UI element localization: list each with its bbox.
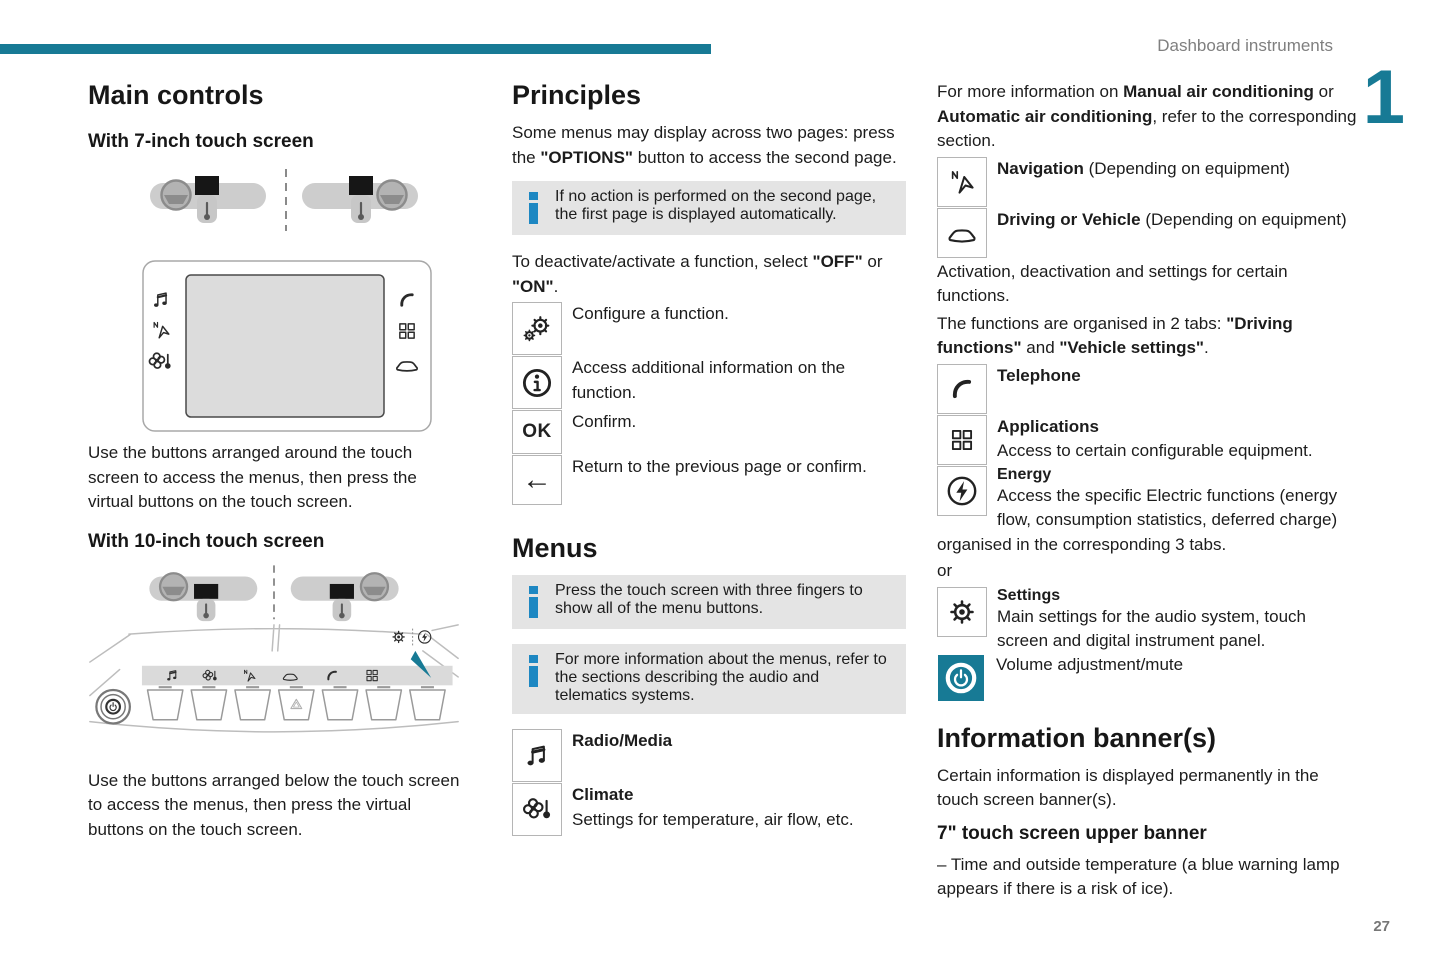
radio-media-icon <box>512 729 562 782</box>
chapter-number: 1 <box>1362 55 1405 140</box>
subsection-10inch: With 10-inch touch screen <box>88 530 325 552</box>
energy-icon <box>937 465 987 516</box>
navigation-icon <box>937 156 987 207</box>
row-energy: Energy Access the specific Electric func… <box>937 465 1361 588</box>
info-i-icon <box>529 655 538 687</box>
figure-10inch-diagram <box>89 564 459 733</box>
para-principles: Some menus may display across two pages:… <box>512 123 897 167</box>
climate-icon <box>512 783 562 836</box>
section-title-main-controls: Main controls <box>88 80 264 110</box>
row-volume: Volume adjustment/mute <box>937 653 1361 703</box>
para-time-temp: – Time and outside temperature (a blue w… <box>937 854 1340 899</box>
para-7inch: Use the buttons arranged around the touc… <box>88 443 417 511</box>
row-return: ← Return to the previous page or confirm… <box>512 455 906 507</box>
row-telephone: Telephone <box>937 363 1361 416</box>
row-driving-vehicle: Driving or Vehicle (Depending on equipme… <box>937 207 1361 260</box>
column-main-controls: Main controls With 7-inch touch screen <box>88 80 460 845</box>
figure-7inch-diagram <box>142 169 432 432</box>
section-title-information-banners: Information banner(s) <box>937 722 1217 753</box>
info-box-three-fingers: Press the touch screen with three finger… <box>512 575 906 629</box>
row-climate: Climate Settings for temperature, air fl… <box>512 783 906 838</box>
info-box-text: If no action is performed on the second … <box>555 188 877 223</box>
information-icon <box>512 356 562 409</box>
ok-button-icon: OK <box>512 410 562 454</box>
page-number: 27 <box>1373 918 1390 935</box>
settings-gear-icon <box>937 586 987 637</box>
para-deactivate: To deactivate/activate a function, selec… <box>512 252 883 296</box>
running-header: Dashboard instruments <box>1157 36 1333 55</box>
para-activation: Activation, deactivation and settings fo… <box>937 261 1288 306</box>
telephone-icon <box>937 363 987 414</box>
column-menus-detail: For more information on Manual air condi… <box>937 80 1361 905</box>
vehicle-icon <box>937 207 987 258</box>
configure-gears-icon <box>512 302 562 355</box>
row-information: Access additional information on the fun… <box>512 356 906 411</box>
para-banner-info: Certain information is displayed permane… <box>937 765 1319 810</box>
para-10inch: Use the buttons arranged below the touch… <box>88 770 460 839</box>
info-box-text: Press the touch screen with three finger… <box>555 582 863 617</box>
info-box-text: For more information about the menus, re… <box>555 651 887 704</box>
info-i-icon <box>529 192 538 224</box>
subsection-7inch: With 7-inch touch screen <box>88 131 314 152</box>
section-title-principles: Principles <box>512 80 642 110</box>
row-navigation: Navigation (Depending on equipment) <box>937 156 1361 209</box>
para-air-conditioning: For more information on Manual air condi… <box>937 82 1357 150</box>
volume-power-icon <box>938 654 984 701</box>
info-box-second-page: If no action is performed on the second … <box>512 181 906 235</box>
info-i-icon <box>529 586 538 618</box>
back-arrow-icon: ← <box>512 455 562 505</box>
row-confirm: OK Confirm. <box>512 410 906 456</box>
info-box-more-menus: For more information about the menus, re… <box>512 644 906 714</box>
row-applications: Applications Access to certain configura… <box>937 414 1361 467</box>
row-radio-media: Radio/Media <box>512 729 906 784</box>
column-principles: Principles Some menus may display across… <box>512 80 906 838</box>
row-settings: Settings Main settings for the audio sys… <box>937 586 1361 654</box>
teal-header-bar <box>0 44 711 54</box>
or-text: or <box>937 561 953 580</box>
subsection-7inch-banner: 7" touch screen upper banner <box>937 822 1207 844</box>
para-tabs: The functions are organised in 2 tabs: "… <box>937 313 1293 358</box>
applications-icon <box>937 414 987 465</box>
row-configure: Configure a function. <box>512 302 906 357</box>
section-title-menus: Menus <box>512 533 598 563</box>
